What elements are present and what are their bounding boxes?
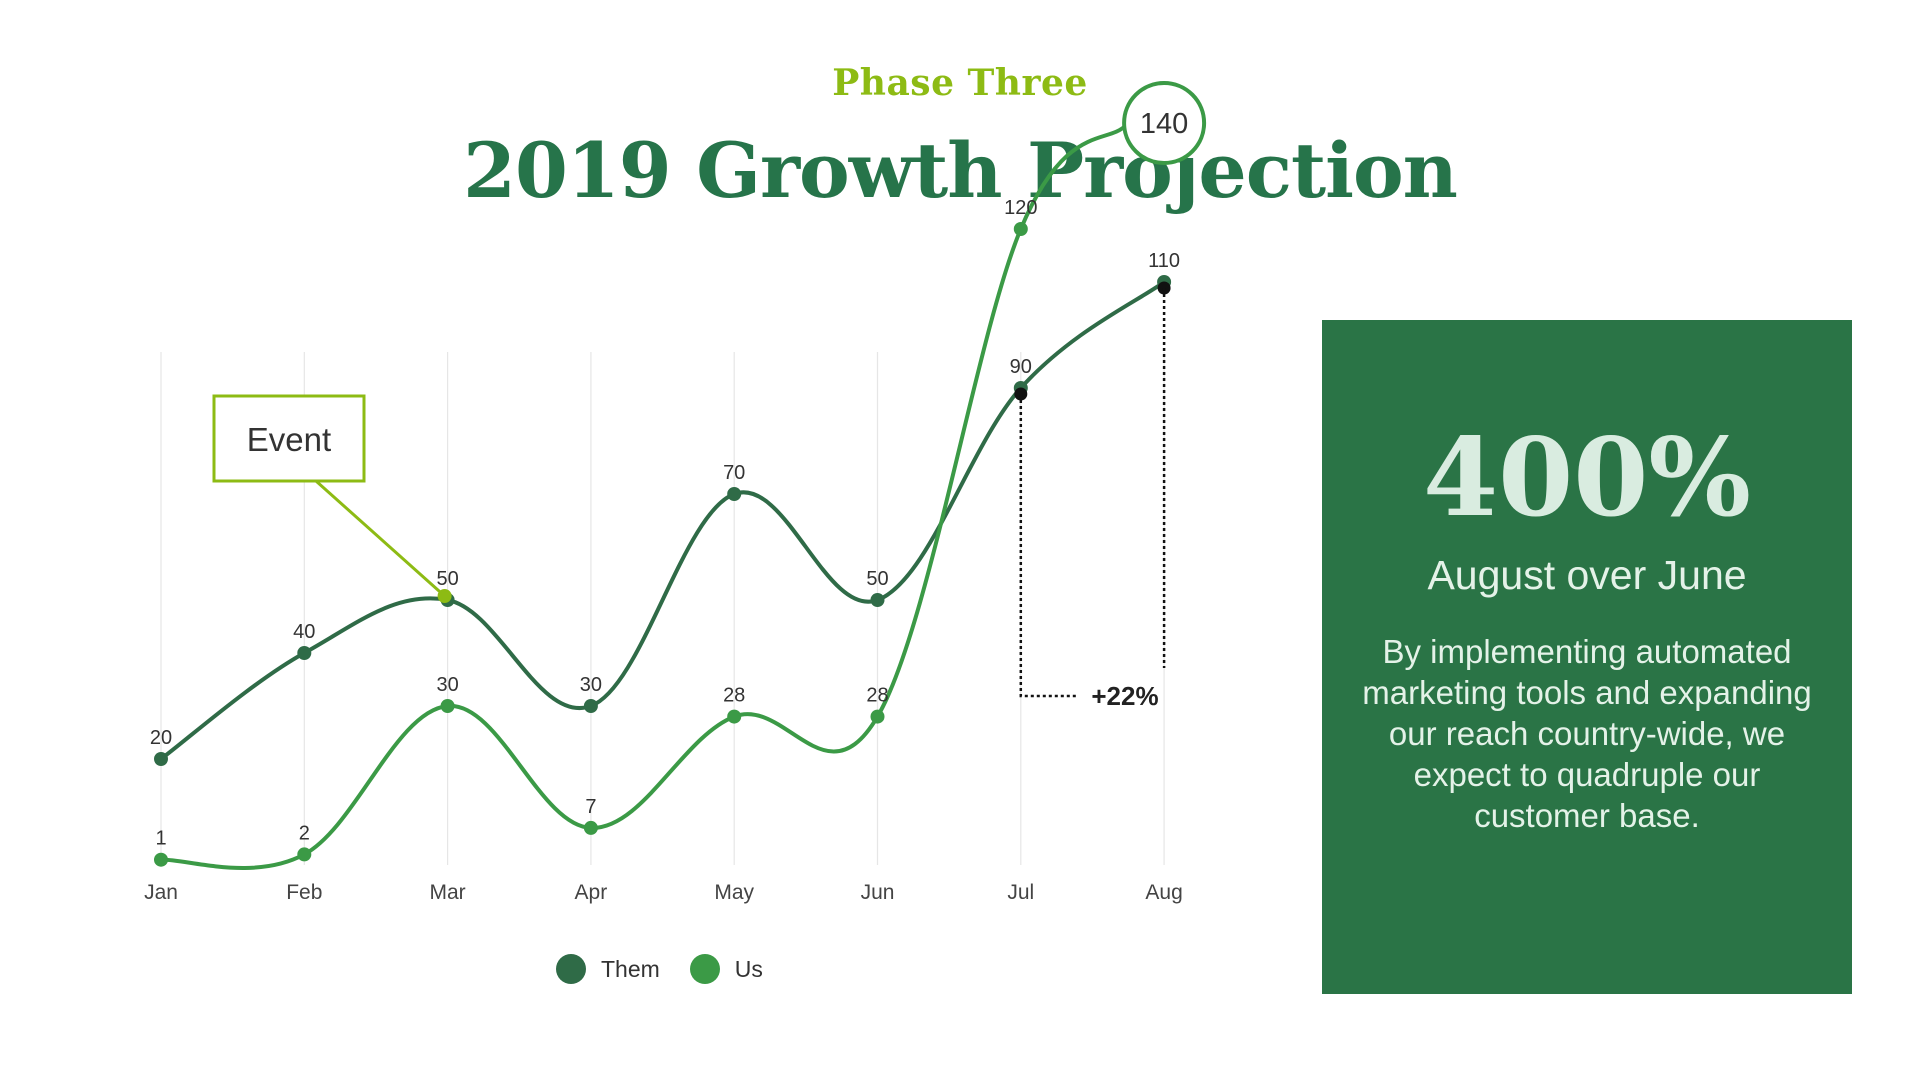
data-label-us-mar: 30	[436, 674, 458, 696]
data-label-them-jan: 20	[150, 727, 172, 749]
data-point-them-jan	[154, 752, 168, 766]
data-point-us-jun	[870, 709, 885, 724]
data-point-them-jun	[870, 593, 885, 607]
summary-stat: 400%	[1422, 415, 1752, 541]
x-tick-label-mar: Mar	[430, 881, 466, 904]
data-label-them-jul: 90	[1010, 356, 1032, 378]
summary-panel: 400% August over June By implementing au…	[1322, 320, 1852, 994]
event-callout-label: Event	[247, 421, 331, 458]
change-bracket-left	[1019, 394, 1076, 698]
data-point-them-feb	[297, 646, 312, 660]
legend-swatch-us	[689, 954, 720, 984]
chart-legend: Them Us	[556, 954, 793, 984]
x-tick-label-jul: Jul	[1007, 881, 1034, 904]
page-title: 2019 Growth Projection	[463, 126, 1458, 215]
summary-subtitle: August over June	[1427, 552, 1747, 598]
data-label-them-apr: 30	[580, 674, 602, 696]
data-label-them-aug: 110	[1148, 250, 1180, 272]
data-label-them-may: 70	[723, 462, 745, 484]
data-point-them-may	[727, 487, 742, 501]
legend-item-us[interactable]: Us	[689, 954, 763, 984]
x-tick-label-may: May	[714, 881, 754, 904]
legend-item-them[interactable]: Them	[556, 954, 660, 984]
eyebrow-label: Phase Three	[832, 62, 1088, 104]
data-label-us-may: 28	[723, 685, 745, 707]
series-line-us	[159, 124, 1128, 870]
data-label-them-mar: 50	[436, 568, 458, 590]
event-callout-connector	[315, 479, 446, 598]
data-point-them-apr	[583, 699, 598, 713]
data-point-us-feb	[297, 847, 312, 862]
data-point-us-jul	[1013, 222, 1028, 236]
change-label: +22%	[1091, 681, 1158, 711]
legend-label-them: Them	[601, 955, 660, 982]
data-label-us-apr: 7	[585, 796, 596, 818]
event-marker	[437, 589, 452, 603]
data-label-us-jun: 28	[866, 685, 888, 707]
data-point-us-apr	[583, 820, 598, 835]
data-point-us-aug	[1122, 81, 1207, 165]
x-tick-label-apr: Apr	[575, 881, 608, 904]
x-tick-label-jun: Jun	[861, 881, 895, 904]
data-label-us-feb: 2	[299, 822, 310, 844]
data-label-us-jan: 1	[155, 828, 166, 850]
data-label-them-jun: 50	[866, 568, 888, 590]
summary-body: By implementing automated marketing tool…	[1362, 633, 1812, 834]
data-point-us-mar	[440, 699, 455, 713]
x-tick-label-aug: Aug	[1145, 881, 1182, 904]
data-label-them-feb: 40	[293, 621, 315, 643]
data-point-us-jan	[154, 852, 168, 867]
data-point-us-may	[727, 709, 742, 724]
event-callout-box	[212, 394, 366, 483]
x-tick-label-jan: Jan	[144, 881, 178, 904]
legend-label-us: Us	[734, 955, 763, 982]
series-line-them	[159, 280, 1167, 761]
legend-swatch-them	[556, 954, 586, 984]
data-label-us-jul: 120	[1004, 197, 1037, 219]
x-tick-label-feb: Feb	[286, 881, 322, 904]
data-label-us-aug: 140	[1140, 108, 1188, 140]
